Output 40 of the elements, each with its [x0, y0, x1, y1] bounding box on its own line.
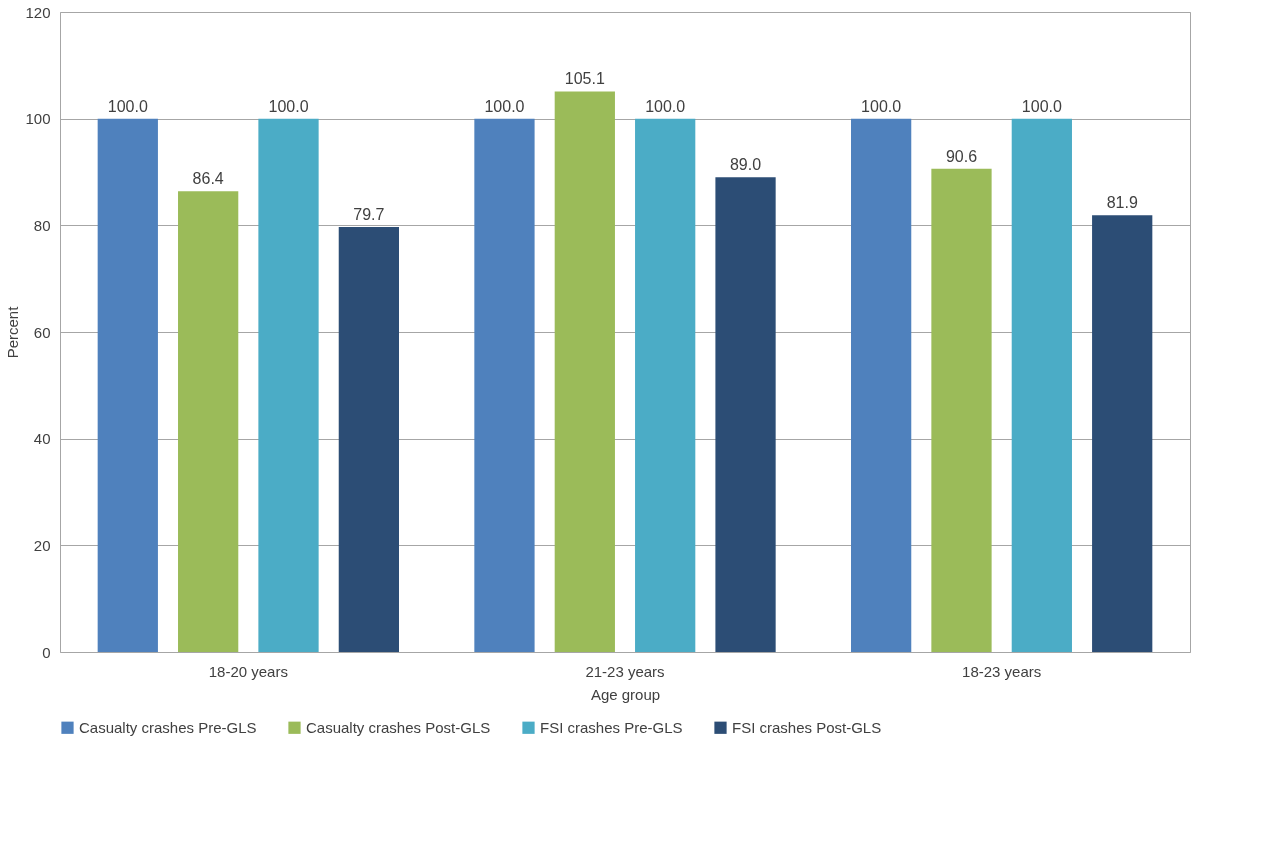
y-tick-label: 120 — [25, 3, 51, 21]
bar — [931, 168, 992, 652]
legend-label: FSI crashes Pre-GLS — [540, 718, 683, 736]
y-tick-label: 0 — [42, 643, 51, 661]
bar — [1011, 118, 1072, 652]
bar — [97, 118, 158, 652]
bar — [851, 118, 912, 652]
bar — [474, 118, 535, 652]
data-label: 100.0 — [645, 97, 686, 115]
y-tick-label: 60 — [33, 323, 51, 341]
legend-label: Casualty crashes Post-GLS — [306, 718, 491, 736]
bar — [258, 118, 319, 652]
y-tick-label: 100 — [25, 110, 51, 128]
data-label: 100.0 — [861, 97, 902, 115]
y-tick-label: 80 — [33, 216, 51, 234]
data-label: 86.4 — [192, 170, 224, 188]
bar — [715, 177, 776, 652]
data-label: 100.0 — [107, 97, 148, 115]
legend-label: Casualty crashes Pre-GLS — [79, 718, 257, 736]
bar — [338, 226, 399, 652]
x-tick-label: 18-23 years — [962, 662, 1042, 680]
data-label: 89.0 — [729, 156, 762, 174]
data-label: 90.6 — [945, 147, 978, 165]
y-tick-label: 20 — [33, 536, 51, 554]
data-label: 100.0 — [1021, 97, 1062, 115]
data-label: 79.7 — [353, 205, 385, 223]
bar — [635, 118, 696, 652]
data-label: 100.0 — [268, 97, 309, 115]
bar — [178, 191, 239, 652]
data-label: 81.9 — [1106, 194, 1138, 212]
legend-label: FSI crashes Post-GLS — [732, 718, 882, 736]
x-tick-label: 18-20 years — [208, 662, 288, 680]
y-axis-title: Percent — [4, 305, 22, 359]
y-tick-label: 40 — [33, 430, 51, 448]
x-tick-label: 21-23 years — [585, 662, 665, 680]
bar — [554, 91, 615, 652]
x-axis-title: Age group — [590, 685, 661, 703]
data-label: 100.0 — [484, 97, 525, 115]
data-label: 105.1 — [564, 70, 605, 88]
bar — [1092, 215, 1153, 652]
